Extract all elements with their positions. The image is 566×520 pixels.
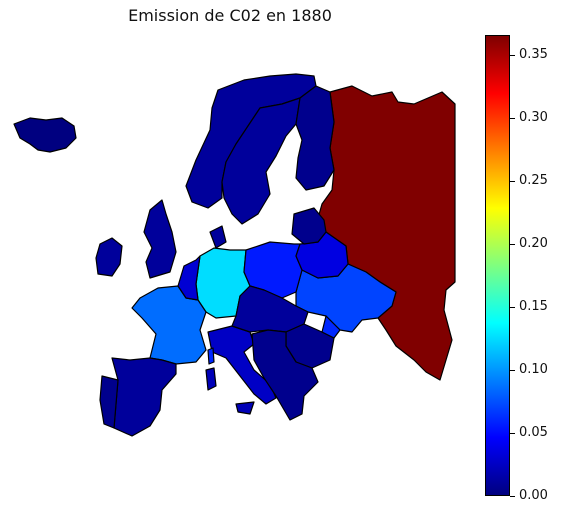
colorbar-tick-label: 0.00	[519, 488, 548, 503]
colorbar-tick-label: 0.05	[519, 425, 548, 441]
colorbar-tick-label: 0.35	[519, 47, 548, 63]
region-sweden	[221, 97, 301, 225]
region-russia	[317, 85, 456, 381]
region-great-britain	[143, 199, 177, 279]
colorbar-tick	[510, 307, 515, 309]
region-poland	[243, 241, 303, 299]
region-spain	[111, 357, 177, 437]
europe-map	[13, 73, 456, 437]
region-sicily	[235, 401, 255, 415]
region-ireland	[95, 237, 123, 277]
region-iceland	[13, 117, 77, 153]
region-benelux	[177, 255, 201, 301]
region-portugal	[99, 375, 119, 429]
colorbar-tick	[510, 433, 515, 435]
map-title: Emission de C02 en 1880	[128, 6, 332, 25]
colorbar-tick	[510, 370, 515, 372]
region-moldova	[321, 315, 341, 339]
region-corsica	[207, 347, 215, 365]
colorbar-tick	[510, 181, 515, 183]
colorbar-tick-label: 0.30	[519, 110, 548, 126]
region-denmark	[209, 225, 227, 249]
region-finland	[295, 85, 335, 191]
colorbar	[485, 35, 510, 496]
colorbar-tick-label: 0.15	[519, 299, 548, 315]
colorbar-tick	[510, 118, 515, 120]
colorbar-tick	[510, 55, 515, 57]
region-balkans	[251, 329, 319, 421]
region-austria-hungary-region	[231, 285, 309, 333]
region-sardinia	[205, 367, 217, 391]
colorbar-tick	[510, 496, 515, 497]
colorbar-tick-label: 0.25	[519, 173, 548, 189]
colorbar-tick	[510, 244, 515, 246]
colorbar-tick-label: 0.10	[519, 362, 548, 378]
colorbar-tick-label: 0.20	[519, 236, 548, 252]
region-baltics	[291, 207, 327, 245]
